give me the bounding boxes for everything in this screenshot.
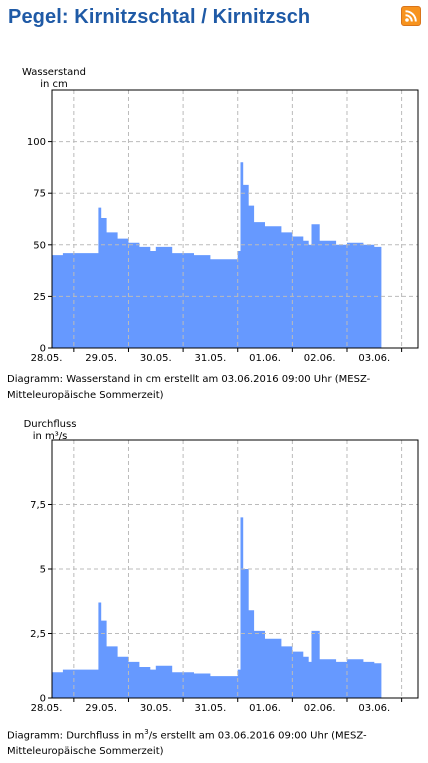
chart2-xtick-label-1: 29.05. [85,703,117,714]
chart2-ytick-label-3: 7,5 [30,500,46,511]
chart1-ytick-label-1: 25 [33,292,46,303]
chart2-ylabel: Durchfluss in m³/s [18,419,82,443]
chart1-ylabel-line1: Wasserstand [21,67,86,78]
chart2-series-area [52,517,382,698]
chart2-caption-post: /s erstellt am 03.06.2016 09:00 Uhr (MES… [7,730,367,758]
chart2-xtick-label-4: 01.06. [249,703,281,714]
chart1-xtick-label-6: 03.06. [358,353,390,364]
durchfluss-chart: 0 2,5 5 7,5 28.05. 29.05. 30.05. 31.05. 01.06. 02… [30,439,419,714]
chart2-xtick-label-6: 03.06. [358,703,390,714]
chart1-frame [51,89,419,349]
chart1-xtick-label-5: 02.06. [304,353,336,364]
chart1-ytick-label-2: 50 [33,240,46,251]
chart2-xtick-label-5: 02.06. [304,703,336,714]
chart1-ylabel: Wasserstand in cm [18,67,90,91]
chart1-ytick-label-0: 0 [40,344,46,355]
chart2-caption: Diagramm: Durchfluss in m3/s erstellt am… [7,724,417,760]
page-title: Pegel: Kirnitzschtal / Kirnitzsch [8,6,311,28]
chart1-series-area [52,162,382,348]
chart2-xtick-label-0: 28.05. [31,703,63,714]
chart2-ytick-label-1: 2,5 [30,629,46,640]
chart1-xtick-label-2: 30.05. [140,353,172,364]
rss-feed-icon[interactable] [401,6,421,26]
chart2-xtick-label-3: 31.05. [195,703,227,714]
chart2-ytick-label-0: 0 [40,694,46,705]
rss-glyph-icon [405,10,417,22]
chart2-caption-sup: 3 [144,728,149,736]
chart1-ytick-label-3: 75 [33,189,46,200]
chart1-xtick-label-0: 28.05. [31,353,63,364]
chart2-xtick-label-2: 30.05. [140,703,172,714]
chart2-ylabel-line1: Durchfluss [23,419,77,430]
chart1-xtick-label-1: 29.05. [85,353,117,364]
chart2-ytick-label-2: 5 [40,565,46,576]
chart1-xtick-label-4: 01.06. [249,353,281,364]
chart1-ytick-label-4: 100 [27,137,46,148]
chart1-ylabel-line2: in cm [40,79,68,90]
chart2-ylabel-line2: in m³/s [32,431,68,442]
chart1-caption: Diagramm: Wasserstand in cm erstellt am … [7,374,371,401]
wasserstand-chart: 0 25 50 75 100 28.05. 29.05. 30.05. 31.05. 01.06.… [27,89,419,364]
chart2-caption-pre: Diagramm: Durchfluss in m [7,730,145,742]
chart1-xtick-label-3: 31.05. [195,353,227,364]
